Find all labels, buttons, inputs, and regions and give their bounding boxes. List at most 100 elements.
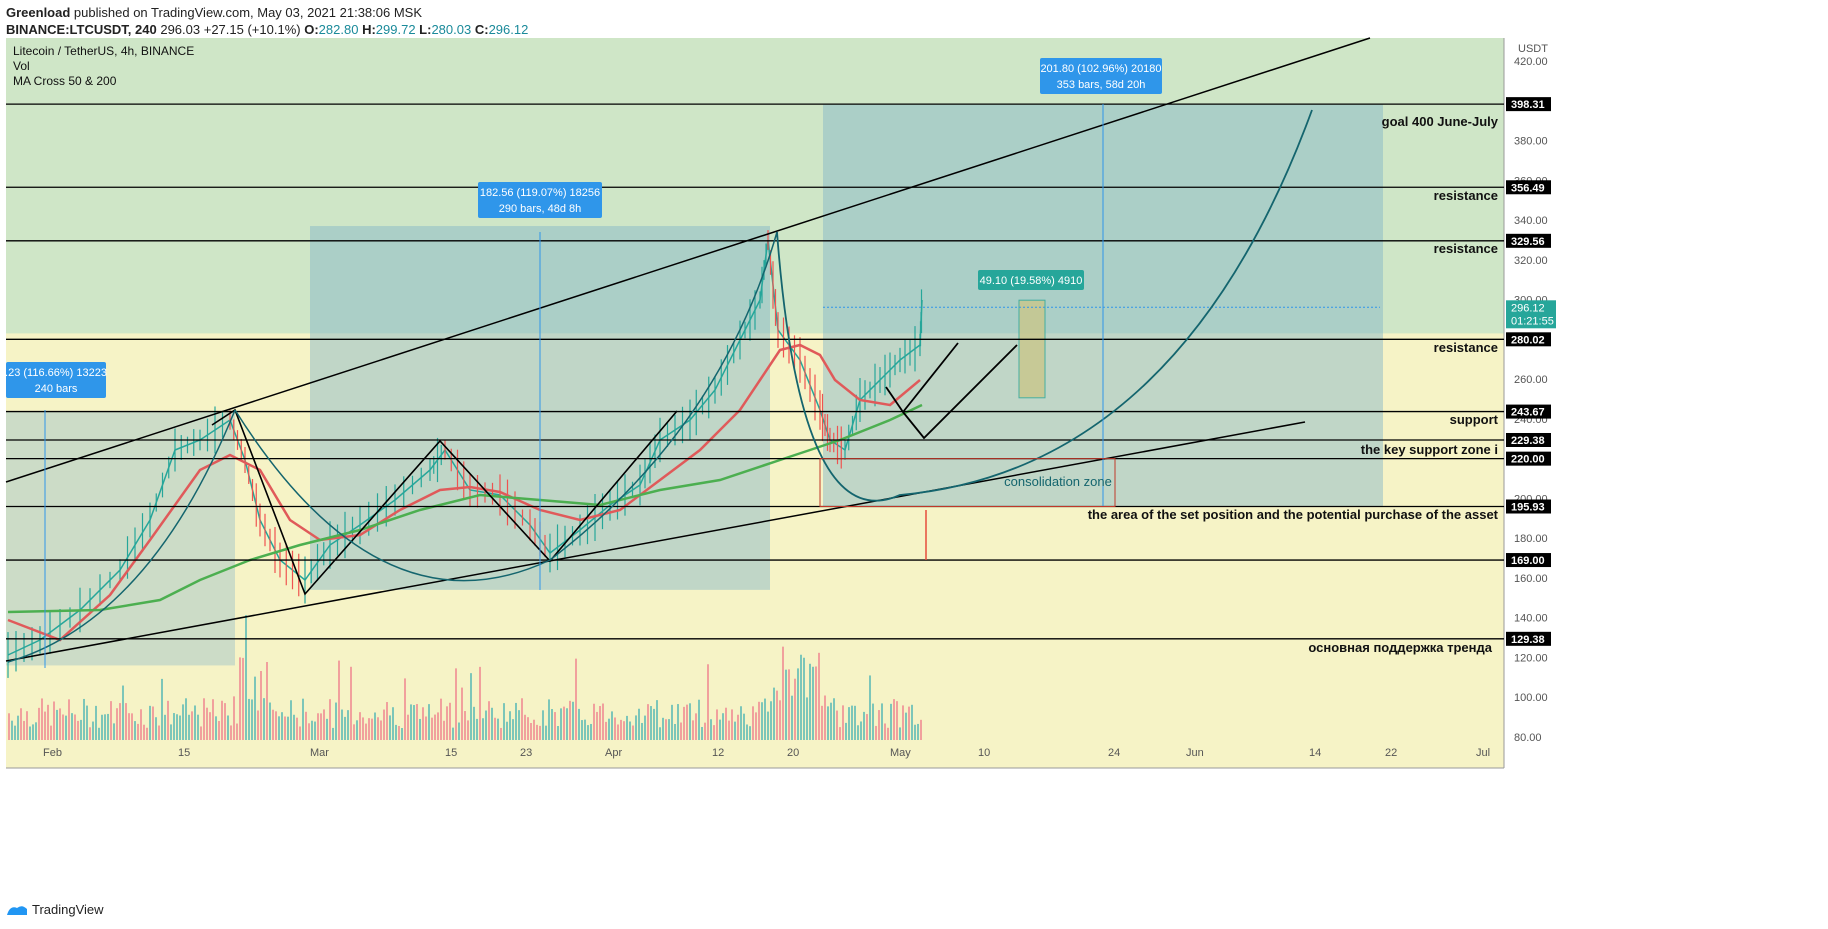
x-tick-label: 20 [787, 747, 799, 759]
volume-bar [203, 698, 205, 740]
volume-bar [596, 711, 598, 740]
volume-bar [494, 717, 496, 740]
volume-bar [608, 718, 610, 740]
volume-bar [614, 717, 616, 740]
close-label: C: [474, 22, 489, 37]
price-chart[interactable]: 420.00400.00380.00360.00340.00320.00300.… [0, 0, 1828, 900]
volume-bar [341, 709, 343, 740]
volume-bar [782, 646, 784, 740]
volume-bar [749, 726, 751, 740]
volume-bar [278, 716, 280, 740]
volume-bar [116, 708, 118, 740]
volume-bar [362, 717, 364, 740]
volume-bar [809, 663, 811, 740]
level-price-label: 329.56 [1511, 236, 1545, 248]
measure-info-box [978, 270, 1084, 290]
volume-bar [671, 704, 673, 740]
volume-bar [755, 712, 757, 740]
volume-bar [683, 706, 685, 740]
volume-bar [134, 721, 136, 740]
volume-bar [533, 719, 535, 740]
annotation-label: support [1450, 412, 1499, 427]
volume-bar [68, 699, 70, 740]
volume-bar [899, 727, 901, 740]
volume-bar [260, 670, 262, 740]
y-tick-label: 80.00 [1514, 732, 1542, 744]
volume-bar [83, 698, 85, 740]
volume-bar [710, 719, 712, 740]
volume-bar [833, 698, 835, 740]
volume-bar [689, 703, 691, 740]
volume-bar [419, 718, 421, 740]
volume-bar [440, 698, 442, 740]
volume-bar [308, 723, 310, 740]
lower-trend-line [5, 421, 1306, 662]
footer-brand[interactable]: TradingView [32, 902, 104, 917]
volume-bar [224, 703, 226, 740]
y-tick-label: 160.00 [1514, 573, 1548, 585]
volume-bar [410, 704, 412, 740]
measure-info-box [6, 362, 106, 398]
volume-bar [254, 676, 256, 740]
volume-bar [173, 713, 175, 740]
volume-bar [239, 657, 241, 740]
volume-bar [848, 707, 850, 740]
annotation-label: the key support zone i [1361, 442, 1498, 457]
volume-bar [371, 718, 373, 740]
volume-bar [761, 702, 763, 740]
volume-bars [8, 615, 922, 740]
volume-bar [623, 721, 625, 740]
x-tick-label: 15 [445, 747, 457, 759]
volume-bar [398, 725, 400, 740]
volume-bar [779, 700, 781, 740]
volume-bar [200, 726, 202, 740]
x-tick-label: 14 [1309, 747, 1321, 759]
volume-bar [59, 708, 61, 740]
measure-box-green [1018, 299, 1046, 399]
volume-bar [20, 708, 22, 740]
volume-bar [791, 695, 793, 740]
volume-bar [296, 717, 298, 740]
tradingview-logo-icon [7, 905, 27, 915]
level-price-tag [1506, 180, 1551, 195]
price-change: +27.15 (+10.1%) [203, 22, 301, 37]
annotation-label: the area of the set position and the pot… [1088, 507, 1499, 522]
publish-line: Greenload published on TradingView.com, … [6, 4, 528, 21]
volume-bar [86, 705, 88, 740]
volume-bar [326, 718, 328, 740]
volume-bar [632, 725, 634, 740]
volume-bar [350, 666, 352, 740]
ma50-line [7, 343, 921, 642]
volume-bar [500, 727, 502, 740]
volume-bar [836, 710, 838, 740]
volume-bar [569, 700, 571, 740]
legend-ma-cross: MA Cross 50 & 200 [13, 74, 117, 88]
volume-bar [263, 698, 265, 740]
volume-bar [584, 719, 586, 740]
volume-bar [158, 725, 160, 740]
volume-bar [215, 716, 217, 740]
publisher-name[interactable]: Greenload [6, 5, 71, 20]
upper-zone-background [6, 38, 1504, 334]
volume-bar [188, 714, 190, 740]
volume-bar [515, 702, 517, 740]
volume-bar [647, 704, 649, 740]
volume-bar [485, 710, 487, 740]
volume-bar [107, 713, 109, 740]
volume-bar [332, 727, 334, 740]
x-tick-label: 22 [1385, 747, 1397, 759]
volume-bar [557, 726, 559, 740]
volume-bar [818, 652, 820, 740]
volume-bar [104, 714, 106, 740]
volume-bar [269, 702, 271, 740]
volume-bar [785, 669, 787, 740]
volume-bar [416, 704, 418, 740]
volume-bar [299, 726, 301, 740]
volume-bar [353, 724, 355, 740]
volume-bar [626, 715, 628, 740]
volume-bar [155, 717, 157, 740]
volume-bar [650, 706, 652, 740]
volume-bar [629, 721, 631, 740]
y-tick-label: 120.00 [1514, 652, 1548, 664]
candles [7, 230, 923, 678]
